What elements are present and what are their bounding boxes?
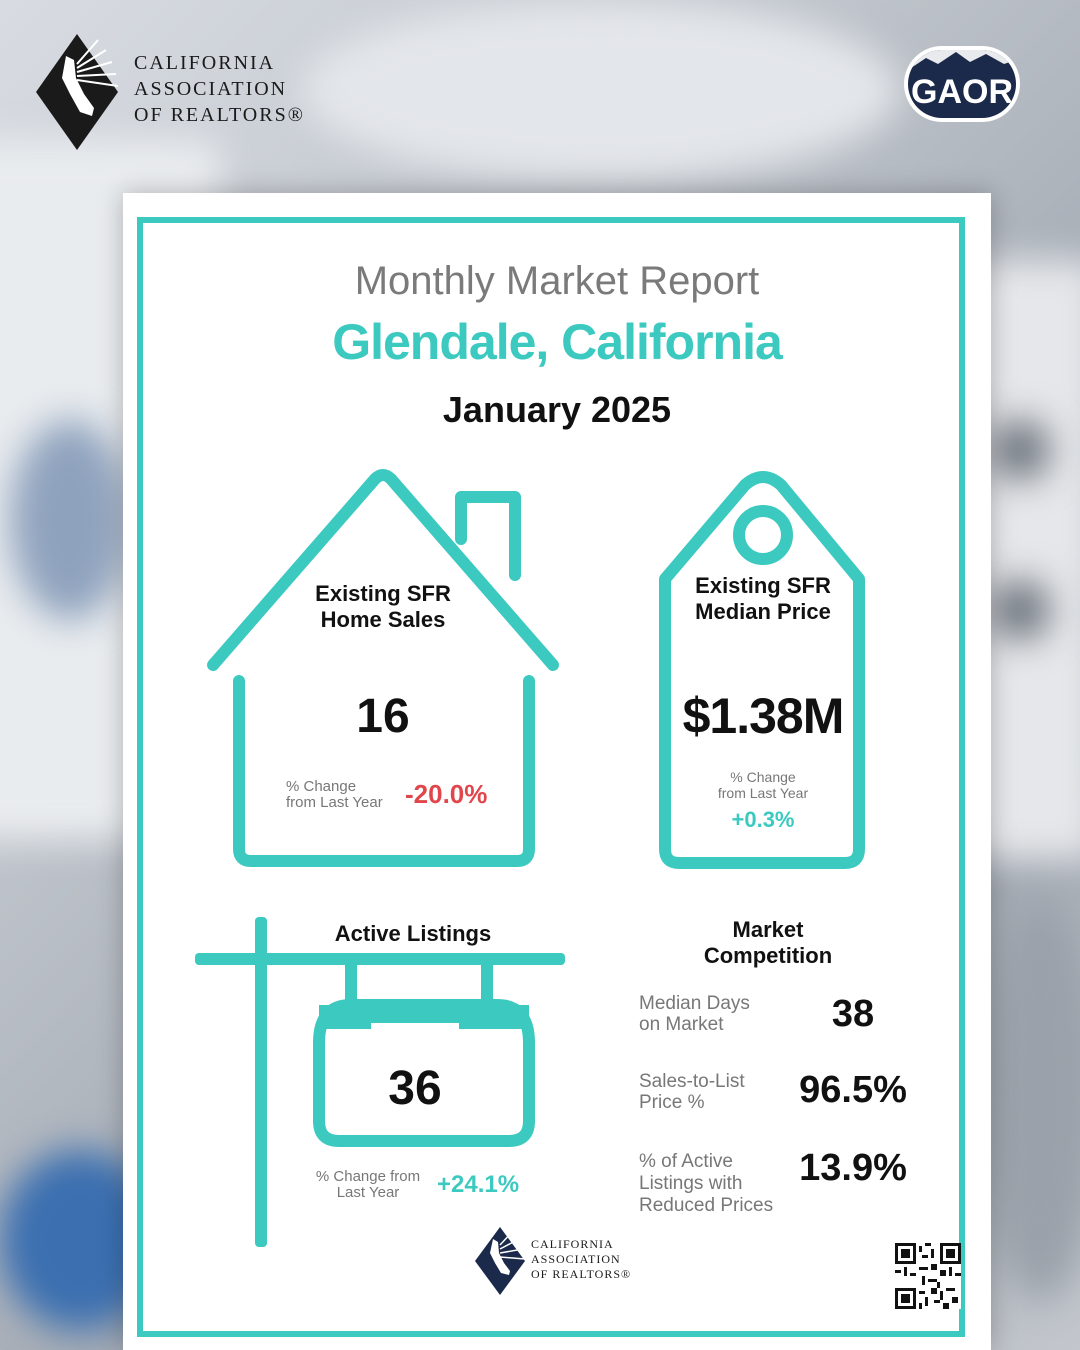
car-logo-line3: OF REALTORS®: [134, 104, 305, 126]
report-title: Monthly Market Report: [354, 259, 760, 303]
median-days-value: 38: [831, 993, 875, 1035]
car-emblem-icon: [36, 34, 118, 150]
active-listings-change-label: % Change from Last Year: [315, 1168, 421, 1201]
median-price-label: Existing SFR Median Price: [695, 573, 831, 624]
qr-code-icon: [895, 1243, 961, 1309]
report-city: Glendale, California: [332, 314, 783, 370]
sales-to-list-value: 96.5%: [799, 1069, 907, 1111]
car-emblem-small-icon: [475, 1227, 525, 1295]
sales-to-list-label: Sales-to-List Price %: [639, 1071, 745, 1113]
report-card: Monthly Market Report Glendale, Californ…: [123, 193, 991, 1350]
listing-sign-icon: [195, 917, 565, 1247]
home-sales-change-label: % Change from Last Year: [286, 778, 383, 811]
price-tag-icon: [659, 471, 865, 869]
market-competition-title: Market Competition: [703, 917, 833, 968]
active-listings-change-value: +24.1%: [437, 1171, 520, 1198]
house-icon: [207, 469, 559, 867]
median-price-value: $1.38M: [682, 688, 845, 744]
mountain-icon: [908, 50, 1016, 70]
reduced-prices-value: 13.9%: [799, 1147, 907, 1189]
reduced-prices-label: % of Active Listings with Reduced Prices: [639, 1151, 774, 1216]
active-listings-value: 36: [388, 1062, 442, 1115]
car-logo-line1: CALIFORNIA: [134, 52, 276, 74]
home-sales-label: Existing SFR Home Sales: [315, 581, 451, 632]
active-listings-label: Active Listings: [334, 921, 492, 946]
footer-logo-line2: ASSOCIATION: [531, 1252, 621, 1266]
report-period: January 2025: [442, 389, 672, 430]
home-sales-change-value: -20.0%: [405, 779, 488, 809]
median-price-change-value: +0.3%: [731, 807, 795, 832]
qr-code[interactable]: [895, 1243, 961, 1309]
car-logo-footer: CALIFORNIA ASSOCIATION OF REALTORS®: [475, 1227, 665, 1295]
teal-frame: [137, 217, 965, 1337]
median-price-change-label: % Change from Last Year: [717, 769, 809, 801]
gaor-badge: GAOR: [904, 46, 1020, 122]
car-logo-line2: ASSOCIATION: [134, 78, 288, 100]
gaor-text: GAOR: [911, 73, 1013, 111]
footer-logo-line3: OF REALTORS®: [531, 1267, 632, 1281]
car-logo-header: CALIFORNIA ASSOCIATION OF REALTORS®: [36, 34, 336, 150]
footer-logo-line1: CALIFORNIA: [531, 1237, 614, 1251]
median-days-label: Median Days on Market: [639, 993, 750, 1035]
home-sales-value: 16: [356, 690, 410, 743]
